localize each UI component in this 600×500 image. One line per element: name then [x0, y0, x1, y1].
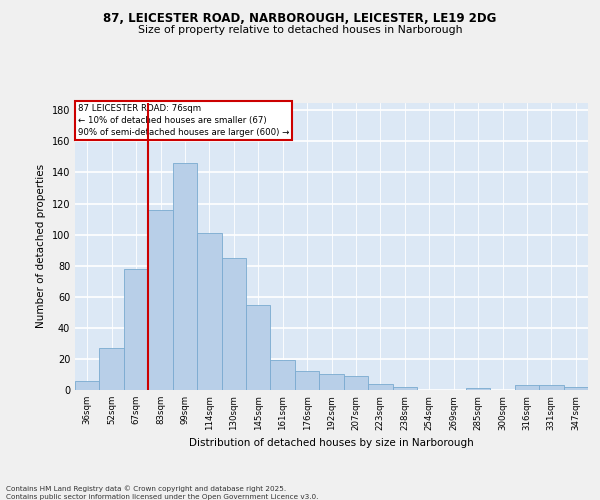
Bar [148, 210, 173, 390]
Y-axis label: Number of detached properties: Number of detached properties [36, 164, 46, 328]
Bar [246, 304, 271, 390]
X-axis label: Distribution of detached houses by size in Narborough: Distribution of detached houses by size … [189, 438, 474, 448]
Bar [392, 387, 417, 390]
Bar [295, 372, 319, 390]
Bar [75, 380, 100, 390]
Bar [100, 348, 124, 390]
Bar [197, 233, 221, 390]
Bar [221, 258, 246, 390]
Bar [515, 386, 539, 390]
Bar [563, 387, 588, 390]
Text: 87 LEICESTER ROAD: 76sqm
← 10% of detached houses are smaller (67)
90% of semi-d: 87 LEICESTER ROAD: 76sqm ← 10% of detach… [77, 104, 289, 136]
Bar [344, 376, 368, 390]
Text: Size of property relative to detached houses in Narborough: Size of property relative to detached ho… [138, 25, 462, 35]
Bar [539, 386, 563, 390]
Bar [319, 374, 344, 390]
Bar [173, 163, 197, 390]
Bar [124, 269, 148, 390]
Bar [466, 388, 490, 390]
Bar [368, 384, 392, 390]
Text: 87, LEICESTER ROAD, NARBOROUGH, LEICESTER, LE19 2DG: 87, LEICESTER ROAD, NARBOROUGH, LEICESTE… [103, 12, 497, 26]
Text: Contains HM Land Registry data © Crown copyright and database right 2025.
Contai: Contains HM Land Registry data © Crown c… [6, 486, 319, 500]
Bar [271, 360, 295, 390]
